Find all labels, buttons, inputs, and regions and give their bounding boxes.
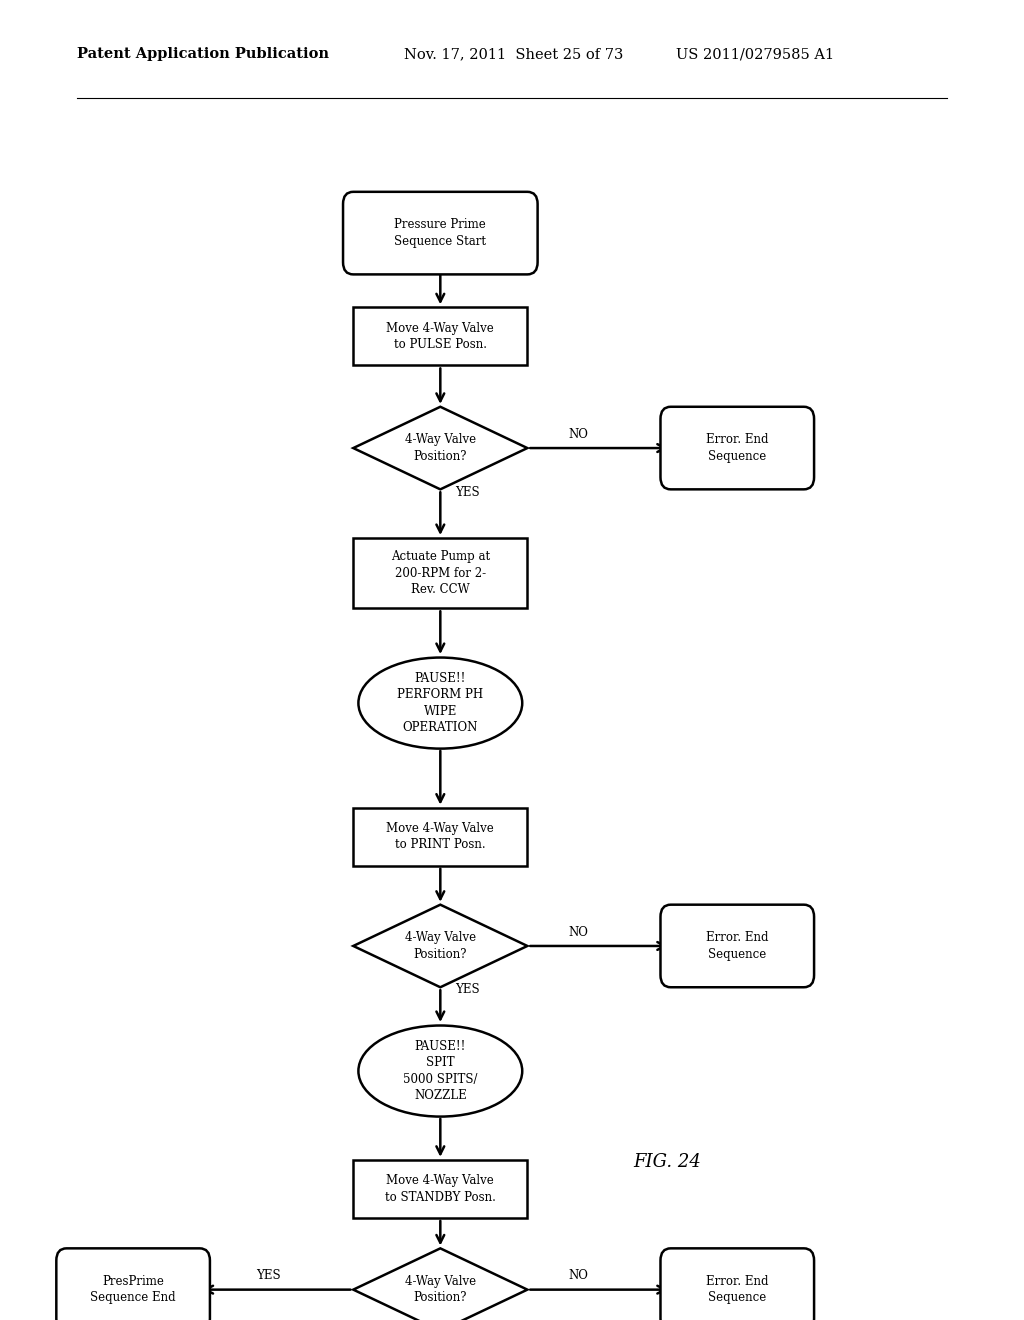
Bar <box>353 808 527 866</box>
Bar <box>353 1160 527 1218</box>
Text: FIG. 24: FIG. 24 <box>633 1154 700 1171</box>
Polygon shape <box>353 407 527 490</box>
Text: 4-Way Valve
Position?: 4-Way Valve Position? <box>404 433 476 463</box>
Text: YES: YES <box>455 983 479 995</box>
Text: PAUSE!!
PERFORM PH
WIPE
OPERATION: PAUSE!! PERFORM PH WIPE OPERATION <box>397 672 483 734</box>
Text: NO: NO <box>568 428 589 441</box>
Bar <box>353 539 527 609</box>
Text: Error. End
Sequence: Error. End Sequence <box>706 931 769 961</box>
Text: 4-Way Valve
Position?: 4-Way Valve Position? <box>404 931 476 961</box>
FancyBboxPatch shape <box>660 1249 814 1320</box>
Polygon shape <box>353 1249 527 1320</box>
Text: NO: NO <box>568 925 589 939</box>
FancyBboxPatch shape <box>56 1249 210 1320</box>
Text: YES: YES <box>256 1270 281 1282</box>
Text: NO: NO <box>568 1270 589 1282</box>
Text: Move 4-Way Valve
to PULSE Posn.: Move 4-Way Valve to PULSE Posn. <box>386 322 495 351</box>
FancyBboxPatch shape <box>660 407 814 490</box>
FancyBboxPatch shape <box>660 904 814 987</box>
Ellipse shape <box>358 657 522 748</box>
Text: Patent Application Publication: Patent Application Publication <box>77 48 329 61</box>
Bar <box>353 308 527 366</box>
Text: Pressure Prime
Sequence Start: Pressure Prime Sequence Start <box>394 218 486 248</box>
Polygon shape <box>353 904 527 987</box>
Text: PresPrime
Sequence End: PresPrime Sequence End <box>90 1275 176 1304</box>
Text: 4-Way Valve
Position?: 4-Way Valve Position? <box>404 1275 476 1304</box>
Text: Error. End
Sequence: Error. End Sequence <box>706 1275 769 1304</box>
Ellipse shape <box>358 1026 522 1117</box>
FancyBboxPatch shape <box>343 191 538 275</box>
Text: YES: YES <box>455 486 479 499</box>
Text: US 2011/0279585 A1: US 2011/0279585 A1 <box>676 48 834 61</box>
Text: Move 4-Way Valve
to PRINT Posn.: Move 4-Way Valve to PRINT Posn. <box>386 822 495 851</box>
Text: Actuate Pump at
200-RPM for 2-
Rev. CCW: Actuate Pump at 200-RPM for 2- Rev. CCW <box>391 550 489 597</box>
Text: Nov. 17, 2011  Sheet 25 of 73: Nov. 17, 2011 Sheet 25 of 73 <box>404 48 624 61</box>
Text: Move 4-Way Valve
to STANDBY Posn.: Move 4-Way Valve to STANDBY Posn. <box>385 1173 496 1204</box>
Text: PAUSE!!
SPIT
5000 SPITS/
NOZZLE: PAUSE!! SPIT 5000 SPITS/ NOZZLE <box>403 1040 477 1102</box>
Text: Error. End
Sequence: Error. End Sequence <box>706 433 769 463</box>
